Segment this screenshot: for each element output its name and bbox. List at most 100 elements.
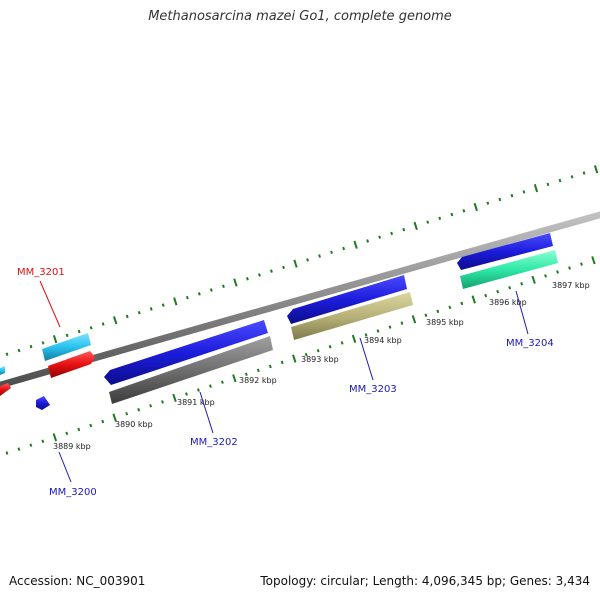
inner-tick — [400, 321, 404, 325]
outer-tick — [306, 258, 309, 262]
inner-tick — [340, 341, 344, 345]
cds-mm3204-blue[interactable] — [457, 233, 553, 270]
outer-tick — [185, 295, 189, 300]
tick-label: 3892 kbp — [239, 376, 277, 385]
inner-tick — [65, 431, 69, 436]
tick-label: 3896 kbp — [489, 298, 527, 307]
cds-mm3203-blue[interactable] — [287, 275, 407, 324]
outer-tick — [378, 235, 382, 239]
inner-tick — [161, 400, 164, 404]
inner-tick-track — [5, 256, 596, 455]
inner-tick — [77, 427, 81, 432]
inner-tick — [508, 285, 512, 290]
inner-tick — [52, 433, 58, 442]
inner-tick — [197, 388, 200, 392]
genome-backbone — [0, 211, 600, 389]
outer-tick — [402, 227, 406, 232]
inner-tick — [471, 295, 476, 304]
outer-tick — [29, 344, 33, 349]
outer-tick — [486, 201, 490, 205]
cds-mm3203-khaki[interactable] — [291, 292, 413, 340]
outer-tick — [533, 184, 539, 193]
inner-tick — [89, 423, 93, 428]
outer-tick — [149, 307, 153, 311]
outer-tick — [293, 259, 298, 268]
outer-tick — [390, 231, 394, 236]
inner-tick — [125, 411, 129, 416]
cds-mm3204-teal[interactable] — [460, 250, 558, 289]
outer-tick — [593, 165, 599, 174]
leader-mm3204 — [515, 290, 529, 335]
inner-tick — [388, 325, 392, 329]
cds-mm3200[interactable] — [36, 396, 50, 410]
inner-tick — [268, 364, 272, 369]
inner-tick — [101, 419, 105, 424]
outer-tick — [353, 240, 358, 249]
outer-tick — [137, 310, 141, 315]
inner-tick — [424, 313, 428, 318]
outer-tick — [330, 250, 333, 255]
inner-tick — [411, 315, 417, 324]
cds-cyan-edge[interactable] — [0, 366, 5, 375]
inner-tick — [280, 360, 284, 365]
cds-mm3201-cyan[interactable] — [42, 333, 91, 361]
cds-mm3202-gray[interactable] — [109, 336, 273, 404]
tick-label: 3894 kbp — [364, 336, 402, 345]
tick-label: 3895 kbp — [426, 318, 464, 327]
inner-tick — [149, 404, 153, 408]
inner-tick — [328, 345, 332, 349]
leader-mm3200 — [58, 451, 72, 483]
outer-tick — [462, 209, 466, 213]
outer-tick — [17, 348, 21, 353]
outer-tick — [366, 239, 370, 243]
outer-tick — [125, 314, 129, 319]
inner-tick — [304, 352, 308, 357]
inner-tick — [436, 309, 440, 314]
gene-label-mm3203: MM_3203 — [349, 384, 397, 395]
outer-tick — [282, 265, 285, 270]
inner-tick — [209, 384, 212, 388]
tick-label: 3897 kbp — [552, 281, 590, 290]
outer-tick — [258, 273, 261, 277]
outer-tick — [77, 329, 81, 334]
inner-tick — [185, 392, 188, 396]
inner-tick — [591, 256, 596, 265]
genome-stats-text: Topology: circular; Length: 4,096,345 bp… — [260, 574, 590, 588]
outer-tick — [342, 246, 346, 251]
inner-tick — [29, 443, 33, 447]
inner-tick — [544, 274, 547, 278]
inner-tick — [364, 333, 368, 337]
leader-mm3201 — [39, 280, 61, 328]
outer-tick — [473, 202, 478, 212]
outer-tick — [233, 278, 238, 287]
outer-tick — [209, 288, 213, 292]
tick-label: 3889 kbp — [53, 442, 91, 451]
inner-tick — [220, 380, 224, 384]
cds-mm3201-red[interactable] — [48, 351, 95, 378]
outer-tick — [5, 352, 9, 356]
inner-tick — [496, 289, 500, 294]
tick-label: 3893 kbp — [301, 355, 339, 364]
inner-tick — [460, 301, 464, 306]
outer-tick — [41, 341, 45, 345]
outer-tick — [52, 334, 58, 344]
outer-tick — [101, 322, 105, 326]
outer-tick — [197, 292, 201, 296]
outer-tick-track — [5, 165, 599, 356]
outer-tick — [318, 254, 321, 258]
feature-track — [0, 233, 558, 410]
cds-mm3202-blue[interactable] — [104, 320, 268, 385]
tick-label-group: 3889 kbp 3890 kbp 3891 kbp 3892 kbp 3893 kbp… — [53, 281, 590, 451]
inner-tick — [484, 293, 488, 298]
leader-mm3202 — [199, 391, 214, 434]
cds-red-edge[interactable] — [0, 383, 11, 396]
outer-tick — [89, 326, 93, 330]
inner-tick — [316, 348, 320, 353]
outer-tick — [438, 216, 442, 221]
outer-tick — [450, 212, 454, 217]
leader-mm3203 — [359, 337, 374, 381]
inner-tick — [256, 368, 260, 373]
inner-tick — [232, 374, 237, 383]
inner-tick — [17, 447, 21, 451]
inner-tick — [376, 329, 380, 333]
